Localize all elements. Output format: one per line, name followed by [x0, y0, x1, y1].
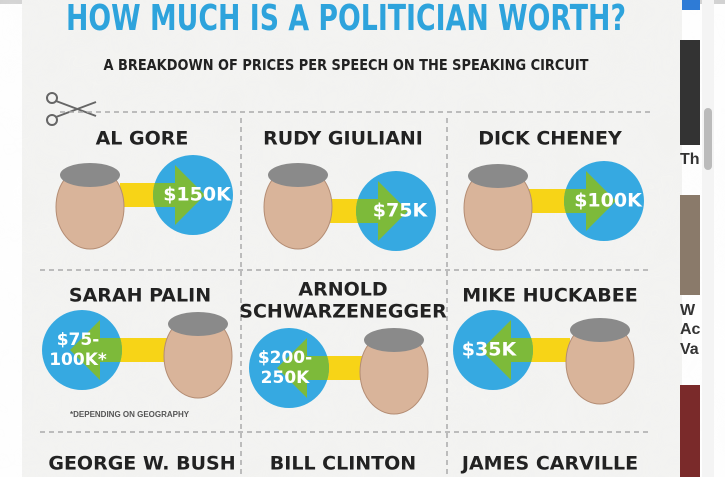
- hair: [570, 318, 630, 342]
- sidebar-text: Th: [680, 151, 700, 168]
- name: JAMES CARVILLE: [460, 453, 638, 475]
- title: HOW MUCH IS A POLITICIAN WORTH?: [66, 0, 626, 39]
- price: $35K: [462, 339, 518, 361]
- scissors: [46, 92, 97, 126]
- price: 100K*: [49, 350, 107, 370]
- name: RUDY GIULIANI: [263, 128, 423, 150]
- footnote: *DEPENDING ON GEOGRAPHY: [70, 410, 190, 419]
- price: $75K: [373, 200, 429, 222]
- cells: AL GORE $150K RUDY GIULIANI $75K DICK CHENEY…: [42, 128, 644, 475]
- hair: [468, 164, 528, 188]
- price: $75-: [57, 330, 100, 350]
- arrow-overlap: [277, 338, 329, 398]
- sidebar-button[interactable]: [682, 0, 700, 10]
- arrow-overlap: [70, 320, 122, 380]
- name: MIKE HUCKABEE: [462, 285, 637, 307]
- name: BILL CLINTON: [270, 453, 416, 475]
- price: 250K: [261, 368, 310, 388]
- price: $200-: [258, 348, 312, 368]
- hair: [268, 163, 328, 187]
- name: SCHWARZENEGGER: [239, 301, 447, 323]
- name: GEORGE W. BUSH: [48, 453, 235, 475]
- price: $150K: [163, 184, 232, 206]
- price: $100K: [574, 190, 643, 212]
- arrow-overlap: [481, 320, 533, 380]
- scrollbar-thumb[interactable]: [704, 108, 712, 170]
- paper-texture: [22, 0, 682, 477]
- hair: [364, 328, 424, 352]
- name: AL GORE: [96, 128, 189, 150]
- sidebar-thumb: [680, 40, 700, 145]
- sidebar-thumb: [680, 385, 700, 477]
- sidebar-text: Ac: [680, 321, 701, 338]
- arrow-overlap: [356, 181, 408, 241]
- name: DICK CHENEY: [478, 128, 622, 150]
- sidebar: Th W Ac Va: [680, 151, 701, 358]
- sidebar-thumb: [680, 195, 700, 295]
- hair: [60, 163, 120, 187]
- scrollbar[interactable]: [702, 0, 714, 477]
- arrow-overlap: [564, 171, 616, 231]
- subtitle: A BREAKDOWN OF PRICES PER SPEECH ON THE …: [104, 56, 590, 74]
- sidebar-text: Va: [680, 341, 699, 358]
- arrow-overlap: [153, 165, 205, 225]
- name: SARAH PALIN: [69, 285, 211, 307]
- hair: [168, 312, 228, 336]
- name: ARNOLD: [298, 279, 387, 301]
- sidebar-text: W: [680, 302, 696, 319]
